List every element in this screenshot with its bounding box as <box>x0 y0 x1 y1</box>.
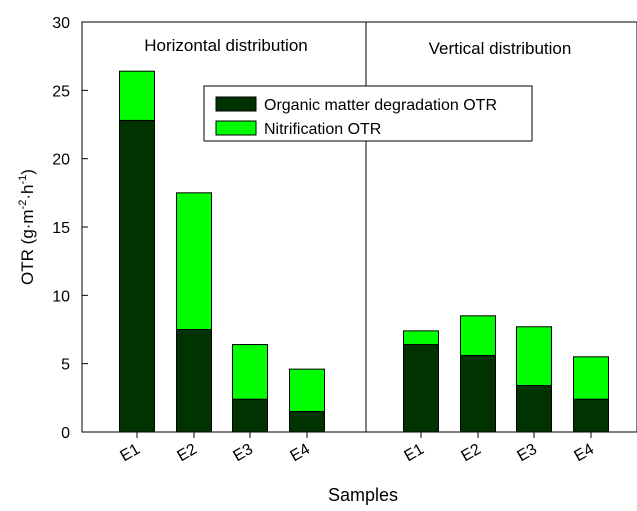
x-axis-label: Samples <box>328 485 398 505</box>
y-tick-label: 15 <box>52 220 70 237</box>
bar-organic-2 <box>176 329 212 433</box>
bar-nitrification-7 <box>516 326 552 387</box>
legend-swatch-nitrification <box>215 120 257 136</box>
x-tick-label: E2 <box>459 441 485 466</box>
bar-nitrification-4 <box>289 368 325 412</box>
x-tick-label: E3 <box>231 441 257 466</box>
legend-label-nitrification: Nitrification OTR <box>264 121 381 138</box>
bar-organic-3 <box>232 398 268 433</box>
bar-organic-1 <box>119 119 155 433</box>
bar-nitrification-8 <box>573 356 609 400</box>
panel-title-vertical: Vertical distribution <box>429 39 572 58</box>
x-tick-label: E4 <box>288 441 314 466</box>
legend-swatch-organic <box>215 96 257 112</box>
panel-title-horizontal: Horizontal distribution <box>144 36 307 55</box>
y-tick-label: 0 <box>61 425 70 442</box>
y-tick-label: 10 <box>52 288 70 305</box>
x-tick-label: E4 <box>572 441 598 466</box>
bar-organic-4 <box>289 411 325 433</box>
bar-nitrification-3 <box>232 344 268 400</box>
bar-nitrification-2 <box>176 192 212 330</box>
x-tick-label: E3 <box>515 441 541 466</box>
x-tick-label: E1 <box>402 441 428 466</box>
x-tick-label: E2 <box>175 441 201 466</box>
y-tick-label: 20 <box>52 152 70 169</box>
y-tick-label: 5 <box>61 357 70 374</box>
x-tick-label: E1 <box>118 441 144 466</box>
legend-label-organic: Organic matter degradation OTR <box>264 97 497 114</box>
y-axis-label: OTR (g·m-2·h-1) <box>17 169 37 285</box>
bar-nitrification-5 <box>403 330 439 346</box>
plot-frame <box>81 21 637 433</box>
bar-organic-5 <box>403 344 439 433</box>
bar-organic-7 <box>516 385 552 433</box>
y-axis: 0 5 10 15 20 25 30 <box>52 15 88 442</box>
y-tick-label: 25 <box>52 83 70 100</box>
legend-box <box>203 85 533 142</box>
bars-group <box>119 70 609 433</box>
bar-organic-8 <box>573 398 609 433</box>
bar-organic-6 <box>460 354 496 433</box>
bar-nitrification-1 <box>119 70 155 121</box>
x-axis: E1 E2 E3 E4 E1 E2 E3 E4 <box>118 432 598 466</box>
legend: Organic matter degradation OTR Nitrifica… <box>203 85 533 142</box>
y-tick-label: 30 <box>52 15 70 32</box>
bar-nitrification-6 <box>460 315 496 356</box>
